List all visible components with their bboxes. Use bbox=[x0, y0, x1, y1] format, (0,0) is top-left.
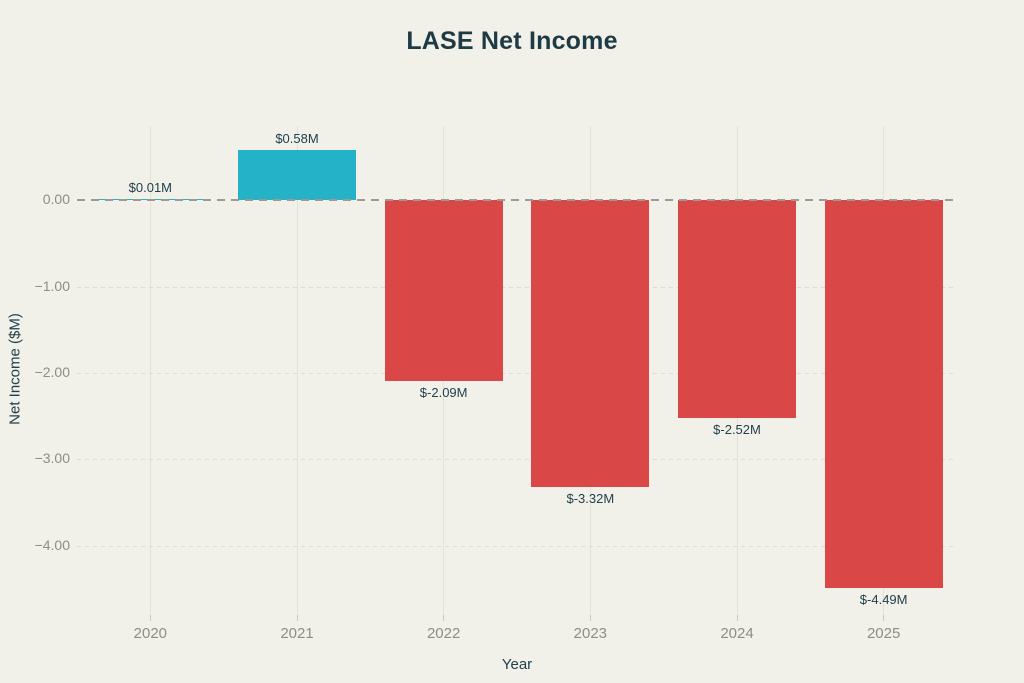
bar-2025 bbox=[824, 200, 943, 589]
vertical-gridline-2021 bbox=[296, 126, 298, 615]
horizontal-gridline-−3.00 bbox=[77, 459, 957, 461]
bar-value-label-2022: $-2.09M bbox=[419, 384, 468, 400]
bar-2021 bbox=[238, 150, 356, 201]
x-axis-title: Year bbox=[501, 656, 533, 673]
y-tick-label-−4.00: −4.00 bbox=[34, 536, 70, 553]
x-tick-label-2024: 2024 bbox=[720, 625, 754, 642]
y-axis-title: Net Income ($M) bbox=[6, 313, 24, 425]
bar-value-label-2020: $0.01M bbox=[128, 180, 173, 196]
vertical-gridline-2020 bbox=[149, 126, 151, 615]
x-axis-tick-labels: 2020 2021 2022 2023 2024 2025 bbox=[77, 615, 957, 665]
bar-2023 bbox=[531, 200, 650, 488]
y-tick-label-−2.00: −2.00 bbox=[34, 364, 70, 381]
horizontal-gridline-−2.00 bbox=[77, 373, 957, 375]
bar-2022 bbox=[384, 200, 503, 381]
x-tick-label-2023: 2023 bbox=[573, 625, 608, 642]
y-tick-label-−3.00: −3.00 bbox=[34, 450, 70, 467]
zero-baseline bbox=[77, 199, 957, 202]
x-tick-mark-2022 bbox=[443, 615, 445, 621]
plot-area: $0.01M $0.58M $-2.09M $-3.32M $-2.52M $-4.49M bbox=[77, 126, 957, 615]
bar-value-label-2021: $0.58M bbox=[275, 131, 319, 147]
horizontal-gridline-−1.00 bbox=[77, 286, 957, 288]
y-tick-label-0.00: 0.00 bbox=[42, 191, 70, 208]
horizontal-gridline-−4.00 bbox=[77, 545, 957, 547]
bar-2024 bbox=[678, 200, 796, 418]
y-tick-label-−1.00: −1.00 bbox=[34, 277, 70, 294]
x-tick-mark-2024 bbox=[736, 615, 738, 621]
x-tick-label-2025: 2025 bbox=[866, 625, 901, 642]
x-tick-label-2022: 2022 bbox=[426, 625, 461, 642]
x-tick-mark-2021 bbox=[296, 615, 298, 621]
x-tick-label-2020: 2020 bbox=[133, 625, 168, 642]
bar-value-label-2023: $-3.32M bbox=[566, 491, 615, 507]
x-tick-mark-2025 bbox=[883, 615, 885, 621]
bar-value-label-2025: $-4.49M bbox=[859, 592, 908, 608]
x-tick-mark-2023 bbox=[589, 615, 591, 621]
chart-title: LASE Net Income bbox=[406, 27, 618, 55]
x-tick-mark-2020 bbox=[149, 615, 151, 621]
bar-value-label-2024: $-2.52M bbox=[713, 422, 761, 438]
x-tick-label-2021: 2021 bbox=[280, 625, 314, 642]
y-axis-tick-labels: 0.00 −1.00 −2.00 −3.00 −4.00 bbox=[0, 126, 70, 615]
